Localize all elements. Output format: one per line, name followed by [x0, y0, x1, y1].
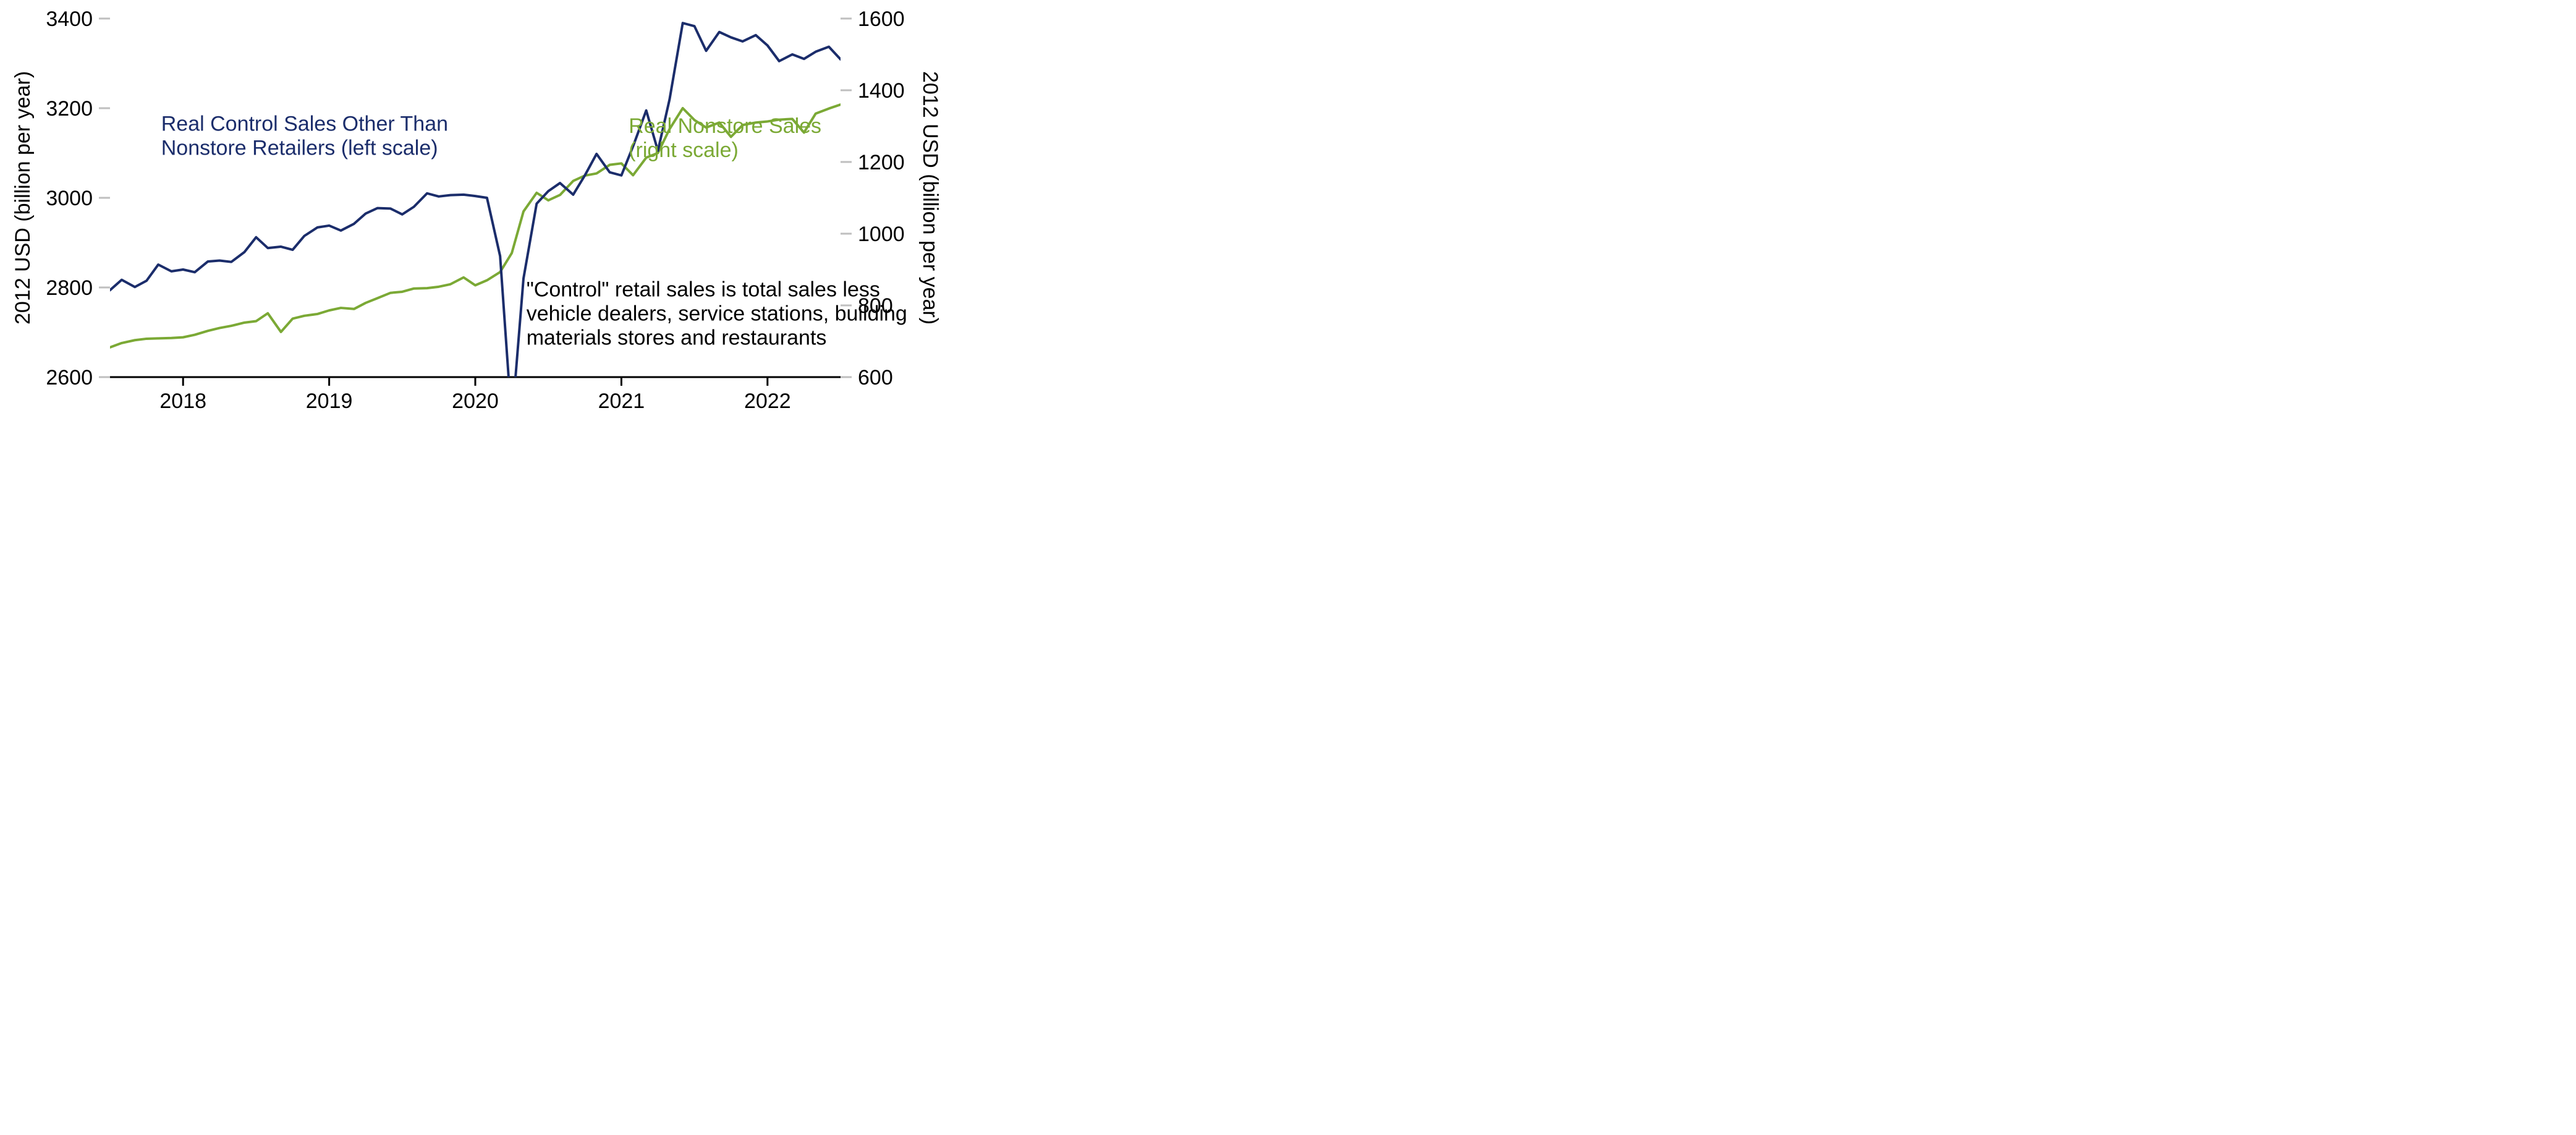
svg-text:2800: 2800 [46, 276, 93, 300]
svg-text:Real Control Sales Other Than: Real Control Sales Other Than [161, 112, 448, 135]
svg-text:vehicle dealers, service stati: vehicle dealers, service stations, build… [527, 302, 907, 326]
svg-text:3200: 3200 [46, 97, 93, 121]
svg-text:2019: 2019 [306, 389, 353, 413]
svg-text:"Control" retail sales is tota: "Control" retail sales is total sales le… [527, 278, 880, 302]
svg-text:1200: 1200 [858, 151, 905, 174]
svg-text:2600: 2600 [46, 366, 93, 389]
svg-text:2022: 2022 [744, 389, 791, 413]
svg-text:600: 600 [858, 366, 893, 389]
svg-text:Real Nonstore Sales: Real Nonstore Sales [629, 114, 821, 138]
svg-text:materials stores and restauran: materials stores and restaurants [527, 326, 827, 350]
svg-text:1600: 1600 [858, 7, 905, 31]
svg-text:3000: 3000 [46, 187, 93, 210]
control-sales-label: Real Control Sales Other ThanNonstore Re… [161, 112, 448, 159]
svg-text:2020: 2020 [452, 389, 499, 413]
svg-text:2018: 2018 [159, 389, 206, 413]
svg-text:1400: 1400 [858, 79, 905, 103]
svg-text:(right scale): (right scale) [629, 138, 739, 162]
left-y-axis-title: 2012 USD (billion per year) [11, 71, 35, 325]
right-y-axis-title: 2012 USD (billion per year) [918, 71, 942, 325]
svg-text:3400: 3400 [46, 7, 93, 31]
svg-text:2021: 2021 [598, 389, 645, 413]
svg-text:Nonstore Retailers (left scale: Nonstore Retailers (left scale) [161, 136, 438, 159]
svg-text:1000: 1000 [858, 223, 905, 246]
retail-sales-chart: 2600280030003200340060080010001200140016… [0, 0, 948, 457]
